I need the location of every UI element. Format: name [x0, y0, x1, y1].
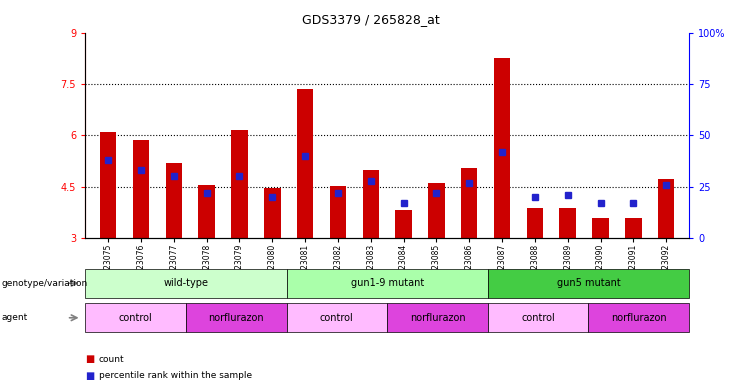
Bar	[559, 208, 576, 238]
Text: control: control	[119, 313, 153, 323]
Bar	[100, 132, 116, 238]
Bar	[199, 185, 215, 238]
Bar	[133, 141, 149, 238]
Bar	[264, 188, 281, 238]
Text: norflurazon: norflurazon	[410, 313, 465, 323]
Bar	[658, 179, 674, 238]
Bar	[592, 217, 608, 238]
Text: norflurazon: norflurazon	[611, 313, 667, 323]
Bar	[494, 58, 511, 238]
Bar	[362, 170, 379, 238]
Text: norflurazon: norflurazon	[208, 313, 264, 323]
Text: genotype/variation: genotype/variation	[1, 279, 87, 288]
Bar	[231, 130, 247, 238]
Text: count: count	[99, 354, 124, 364]
Bar	[527, 208, 543, 238]
Text: ■: ■	[85, 371, 94, 381]
Text: wild-type: wild-type	[163, 278, 208, 288]
Bar	[330, 186, 346, 238]
Text: gun1-9 mutant: gun1-9 mutant	[350, 278, 424, 288]
Text: control: control	[320, 313, 353, 323]
Text: gun5 mutant: gun5 mutant	[556, 278, 620, 288]
Text: GDS3379 / 265828_at: GDS3379 / 265828_at	[302, 13, 439, 26]
Text: ■: ■	[85, 354, 94, 364]
Text: agent: agent	[1, 313, 27, 322]
Bar	[461, 168, 477, 238]
Bar	[396, 210, 412, 238]
Text: control: control	[521, 313, 555, 323]
Bar	[428, 183, 445, 238]
Bar	[625, 217, 642, 238]
Bar	[297, 89, 313, 238]
Bar	[166, 163, 182, 238]
Text: percentile rank within the sample: percentile rank within the sample	[99, 371, 252, 380]
